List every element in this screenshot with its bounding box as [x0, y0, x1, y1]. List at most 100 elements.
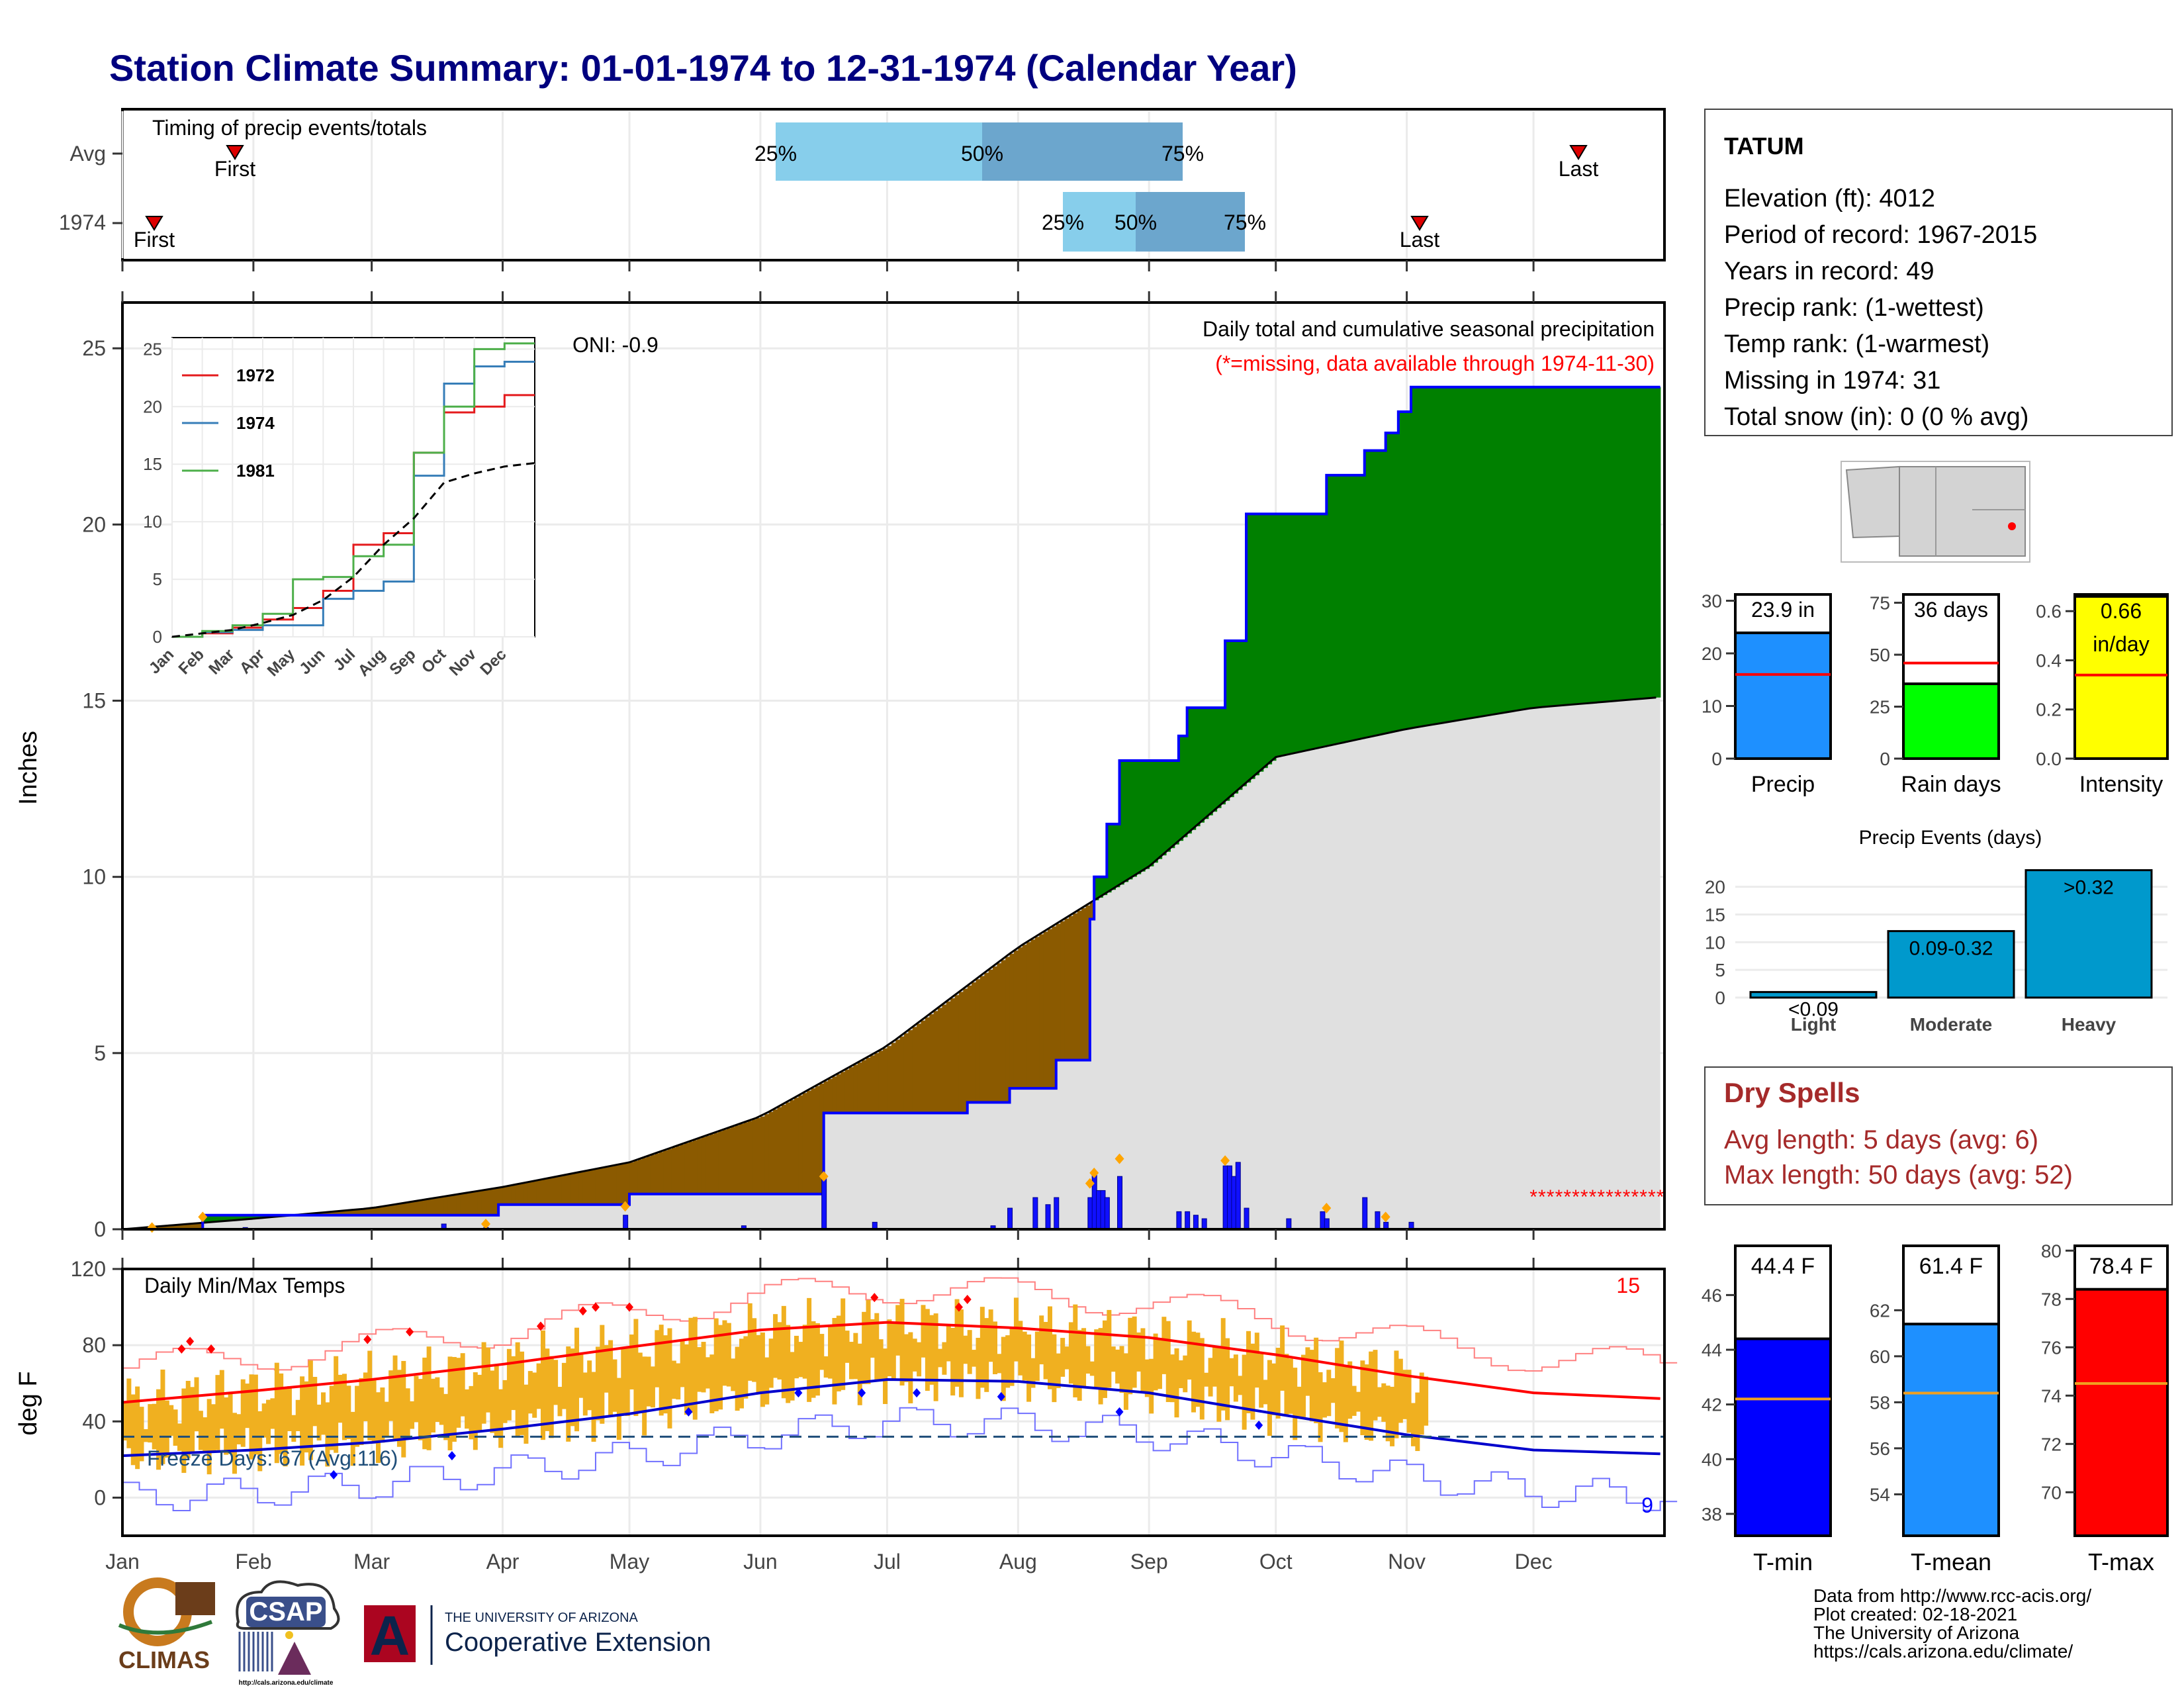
daily-temp-bar	[701, 1342, 706, 1393]
daily-temp-bar	[739, 1338, 744, 1409]
above-avg-fill	[1246, 514, 1251, 783]
record-high-marker	[363, 1335, 372, 1344]
above-avg-fill	[1144, 761, 1150, 869]
daily-temp-bar	[633, 1319, 639, 1417]
below-avg-fill	[663, 1150, 668, 1194]
daily-temp-bar	[1119, 1346, 1124, 1393]
above-avg-fill	[1220, 708, 1226, 805]
precip-ytick-label: 0	[94, 1217, 106, 1241]
below-avg-fill	[633, 1160, 639, 1194]
daily-precip-bar	[1054, 1197, 1060, 1230]
below-avg-fill	[185, 1224, 191, 1229]
missing-marker: *	[1529, 1186, 1537, 1208]
below-avg-fill	[768, 1111, 774, 1194]
inset-month-label: Feb	[175, 645, 208, 678]
record-high-marker	[963, 1295, 972, 1305]
timing-row-year: 1974	[59, 211, 106, 234]
above-avg-fill	[1563, 387, 1568, 706]
above-avg-fill	[1390, 432, 1395, 733]
tmax-tick-label: 70	[2041, 1482, 2062, 1503]
record-low-marker	[997, 1391, 1005, 1401]
daily-temp-bar	[972, 1350, 977, 1367]
above-avg-fill	[1199, 708, 1205, 823]
daily-temp-bar	[925, 1309, 930, 1391]
daily-temp-bar	[764, 1357, 770, 1405]
year-25-label: 25%	[1042, 211, 1084, 234]
csap-url: http://cals.arizona.edu/climate	[239, 1679, 334, 1687]
daily-temp-bar	[1039, 1315, 1044, 1365]
below-avg-fill	[925, 1017, 931, 1113]
inset-legend-label: 1981	[236, 461, 275, 481]
below-avg-fill	[1060, 921, 1066, 1060]
below-avg-fill	[958, 992, 964, 1113]
station-period: Period of record: 1967-2015	[1724, 221, 2037, 249]
above-avg-fill	[1516, 387, 1522, 711]
daily-temp-bar	[279, 1373, 284, 1454]
daily-temp-bar	[164, 1400, 169, 1458]
above-avg-fill	[1187, 708, 1192, 834]
month-label: Dec	[1515, 1550, 1553, 1573]
below-avg-fill	[490, 1189, 495, 1215]
below-avg-fill	[616, 1164, 622, 1205]
daily-temp-bar	[713, 1318, 719, 1411]
daily-temp-bar	[435, 1377, 440, 1422]
daily-temp-bar	[287, 1386, 292, 1431]
below-avg-fill	[545, 1178, 550, 1205]
temp-ytick-label: 40	[82, 1409, 106, 1433]
above-avg-fill	[1428, 387, 1433, 726]
below-avg-fill	[722, 1129, 727, 1194]
tmean-tick-label: 56	[1870, 1438, 1890, 1459]
above-avg-fill	[1301, 514, 1306, 752]
daily-temp-bar	[376, 1392, 381, 1463]
daily-temp-bar	[295, 1399, 300, 1432]
daily-temp-bar	[1275, 1348, 1281, 1419]
above-avg-fill	[1504, 387, 1509, 713]
daily-temp-bar	[870, 1319, 875, 1358]
below-avg-fill	[773, 1109, 778, 1194]
below-avg-fill	[811, 1088, 816, 1194]
above-avg-fill	[1508, 387, 1513, 712]
record-low-marker	[913, 1388, 921, 1398]
below-avg-fill	[807, 1090, 812, 1194]
daily-temp-bar	[511, 1356, 516, 1411]
daily-precip-bar	[1193, 1215, 1199, 1230]
above-avg-fill	[1546, 387, 1551, 707]
above-avg-fill	[1119, 761, 1124, 885]
missing-marker: *	[1606, 1186, 1614, 1208]
tmean-tick-label: 58	[1870, 1392, 1890, 1413]
below-avg-fill	[756, 1117, 761, 1194]
events-bar-label: >0.32	[2064, 877, 2114, 899]
daily-temp-bar	[938, 1348, 943, 1368]
above-avg-fill	[1440, 387, 1445, 724]
daily-temp-bar	[1309, 1350, 1314, 1422]
daily-temp-bar	[650, 1366, 655, 1408]
daily-precip-bar	[623, 1215, 629, 1230]
ua-small-text: THE UNIVERSITY OF ARIZONA	[445, 1611, 639, 1625]
above-avg-fill	[1356, 475, 1361, 740]
events-tick-label: 0	[1715, 988, 1725, 1008]
tmax-tick-label: 74	[2041, 1385, 2062, 1406]
daily-temp-bar	[587, 1360, 592, 1411]
daily-precip-bar	[1375, 1211, 1381, 1230]
daily-temp-bar	[341, 1374, 347, 1440]
daily-temp-bar	[954, 1299, 960, 1387]
heavy-event-marker	[1322, 1203, 1332, 1214]
rain-days-tick-label: 50	[1870, 645, 1890, 665]
daily-temp-bar	[334, 1356, 339, 1453]
climas-logo-block	[175, 1582, 215, 1615]
daily-temp-bar	[291, 1415, 296, 1442]
csap-mountain	[278, 1642, 311, 1675]
daily-temp-bar	[878, 1339, 884, 1380]
above-avg-fill	[1575, 387, 1581, 704]
above-avg-fill	[228, 1215, 233, 1221]
daily-temp-bar	[1415, 1392, 1420, 1452]
daily-temp-bar	[731, 1358, 736, 1391]
record-low-marker	[1115, 1407, 1124, 1417]
above-avg-fill	[1596, 387, 1602, 703]
above-avg-fill	[1233, 641, 1239, 794]
below-avg-fill	[1034, 937, 1040, 1089]
below-avg-fill	[781, 1104, 787, 1194]
daily-temp-bar	[1073, 1304, 1078, 1397]
daily-temp-bar	[933, 1313, 938, 1401]
daily-temp-bar	[490, 1370, 495, 1433]
